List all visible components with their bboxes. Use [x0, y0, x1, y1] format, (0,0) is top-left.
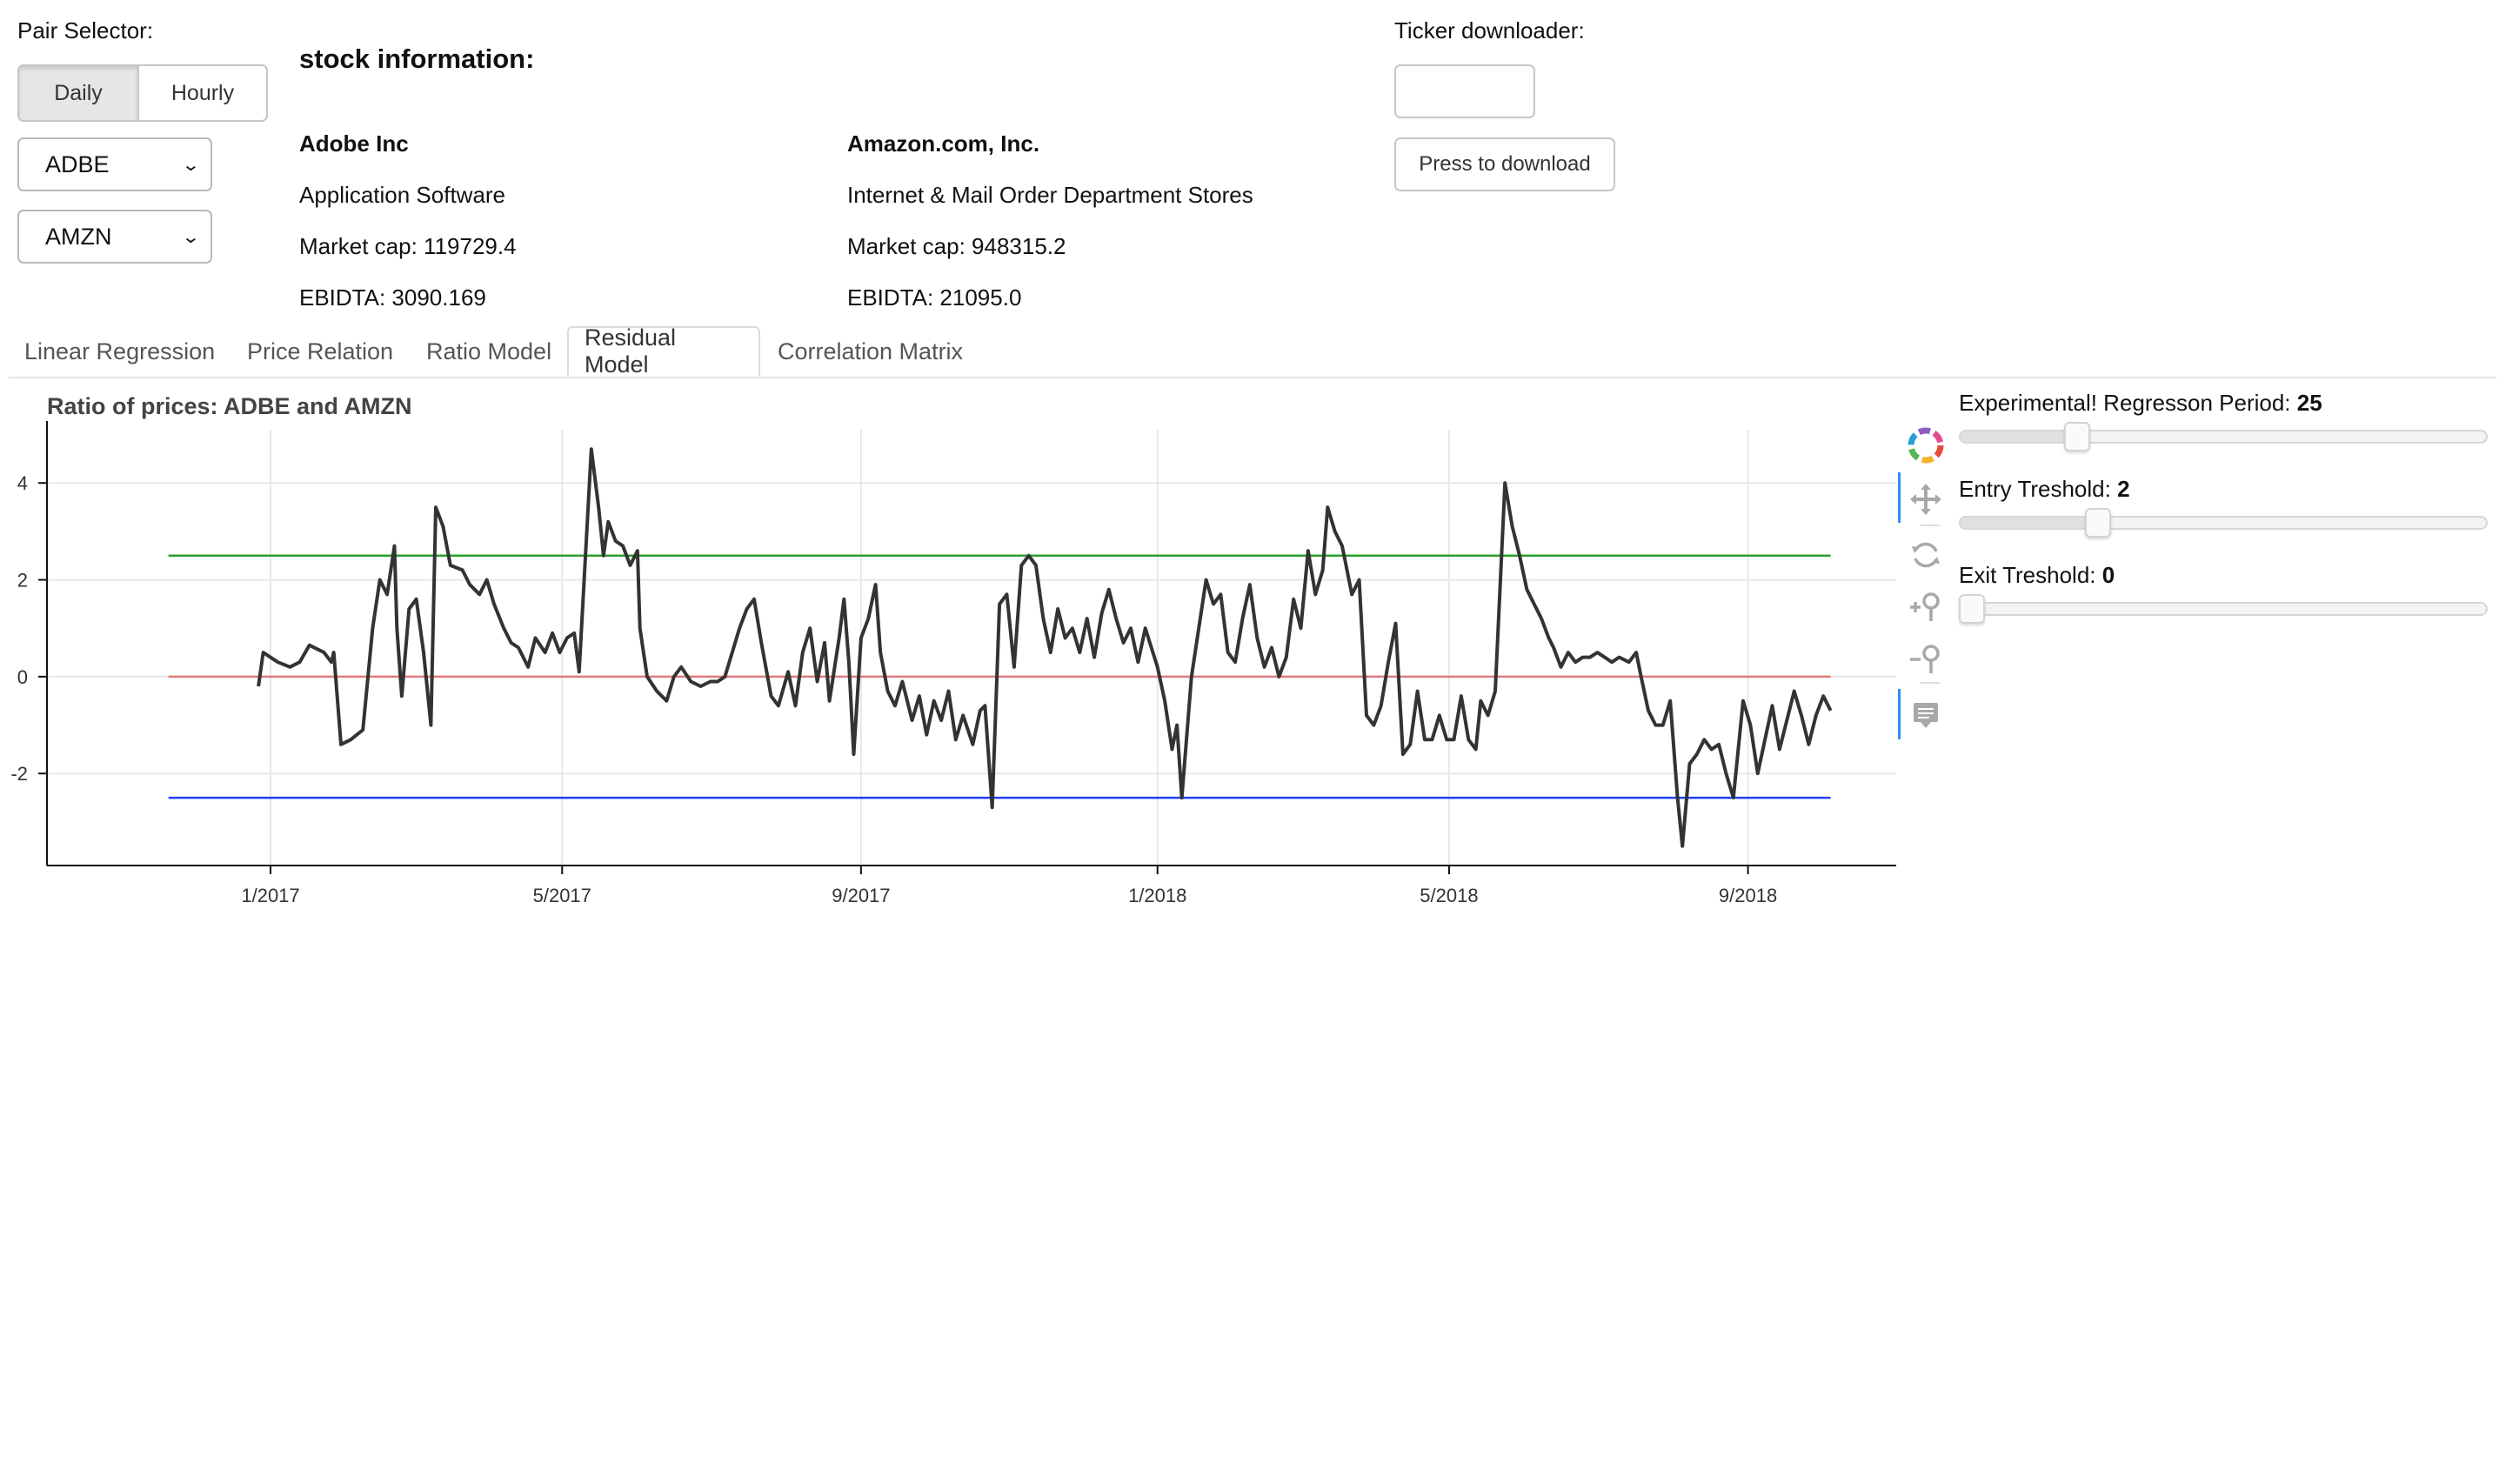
- download-button[interactable]: Press to download: [1394, 137, 1615, 191]
- ticker2-value: AMZN: [45, 223, 112, 250]
- ticker2-select[interactable]: AMZN ⌄: [17, 210, 212, 264]
- pair-selector-label: Pair Selector:: [17, 17, 154, 43]
- residual-chart[interactable]: 1/2017 5/2017 9/2017 1/2018 5/2018 9/2018 4 2 0 -…: [0, 418, 1914, 922]
- x-tick-label: 5/2018: [1420, 885, 1478, 906]
- x-tick-label: 9/2017: [832, 885, 890, 906]
- regression-period-label: Experimental! Regresson Period: 25: [1959, 390, 2322, 417]
- stock1-industry: Application Software: [299, 182, 506, 208]
- active-tool-marker: [1898, 689, 1901, 739]
- regression-period-handle[interactable]: [2064, 422, 2091, 451]
- slider-value: 0: [2101, 562, 2115, 588]
- ticker-input[interactable]: [1394, 64, 1535, 118]
- active-tool-marker: [1898, 472, 1901, 523]
- pan-icon[interactable]: [1905, 478, 1947, 520]
- residual-series-line: [257, 447, 1833, 848]
- ticker1-select[interactable]: ADBE ⌄: [17, 137, 212, 191]
- stock2-market-cap: Market cap: 948315.2: [847, 233, 1066, 259]
- slider-fill: [1961, 518, 2100, 528]
- toolbar-divider: [1921, 682, 1940, 684]
- stock1-name: Adobe Inc: [299, 130, 409, 157]
- y-tick-label: 2: [17, 570, 28, 592]
- entry-threshold-handle[interactable]: [2084, 508, 2111, 538]
- hover-icon[interactable]: [1905, 694, 1947, 736]
- x-tick-label: 1/2018: [1128, 885, 1186, 906]
- stock-info-heading: stock information:: [299, 43, 535, 74]
- ticker-downloader-label: Ticker downloader:: [1394, 17, 1585, 43]
- tab-ratio-model[interactable]: Ratio Model: [426, 338, 552, 364]
- slider-label-text: Exit Treshold:: [1959, 562, 2102, 588]
- stock2-ebitda: EBIDTA: 21095.0: [847, 284, 1022, 311]
- zoom-out-icon[interactable]: [1905, 638, 1947, 680]
- exit-threshold-label: Exit Treshold: 0: [1959, 562, 2115, 589]
- y-tick-label: 0: [17, 666, 28, 688]
- daily-button[interactable]: Daily: [19, 66, 139, 120]
- stock2-industry: Internet & Mail Order Department Stores: [847, 182, 1253, 208]
- tabs-divider: [9, 377, 2496, 378]
- tab-residual-model[interactable]: Residual Model: [567, 324, 760, 378]
- x-tick-label: 1/2017: [241, 885, 299, 906]
- slider-label-text: Experimental! Regresson Period:: [1959, 390, 2297, 416]
- y-tick-label: -2: [10, 763, 28, 785]
- frequency-toggle[interactable]: Daily Hourly: [17, 64, 268, 122]
- tab-correlation-matrix[interactable]: Correlation Matrix: [778, 338, 964, 364]
- tab-linear-regression[interactable]: Linear Regression: [24, 338, 216, 364]
- regression-period-slider[interactable]: [1959, 430, 2488, 444]
- bokeh-logo-icon[interactable]: [1905, 424, 1947, 466]
- slider-value: 2: [2117, 476, 2130, 502]
- reset-icon[interactable]: [1905, 534, 1947, 576]
- x-tick-label: 9/2018: [1719, 885, 1777, 906]
- chart-title: Ratio of prices: ADBE and AMZN: [47, 393, 412, 419]
- stock1-ebitda: EBIDTA: 3090.169: [299, 284, 486, 311]
- toolbar-divider: [1921, 525, 1940, 526]
- chart-toolbar: [1898, 426, 1950, 757]
- chevron-down-icon: ⌄: [181, 155, 201, 175]
- y-tick-label: 4: [17, 472, 28, 494]
- x-tick-label: 5/2017: [533, 885, 591, 906]
- exit-threshold-handle[interactable]: [1959, 594, 1985, 624]
- hourly-button[interactable]: Hourly: [170, 80, 235, 105]
- slider-fill: [1961, 431, 2080, 442]
- entry-threshold-slider[interactable]: [1959, 516, 2488, 530]
- stock1-market-cap: Market cap: 119729.4: [299, 233, 517, 259]
- entry-threshold-label: Entry Treshold: 2: [1959, 476, 2130, 503]
- chevron-down-icon: ⌄: [181, 227, 201, 247]
- tab-price-relation[interactable]: Price Relation: [247, 338, 394, 364]
- stock2-name: Amazon.com, Inc.: [847, 130, 1040, 157]
- slider-label-text: Entry Treshold:: [1959, 476, 2118, 502]
- ticker1-value: ADBE: [45, 150, 110, 177]
- exit-threshold-slider[interactable]: [1959, 602, 2488, 616]
- slider-value: 25: [2296, 390, 2322, 416]
- zoom-in-icon[interactable]: [1905, 586, 1947, 628]
